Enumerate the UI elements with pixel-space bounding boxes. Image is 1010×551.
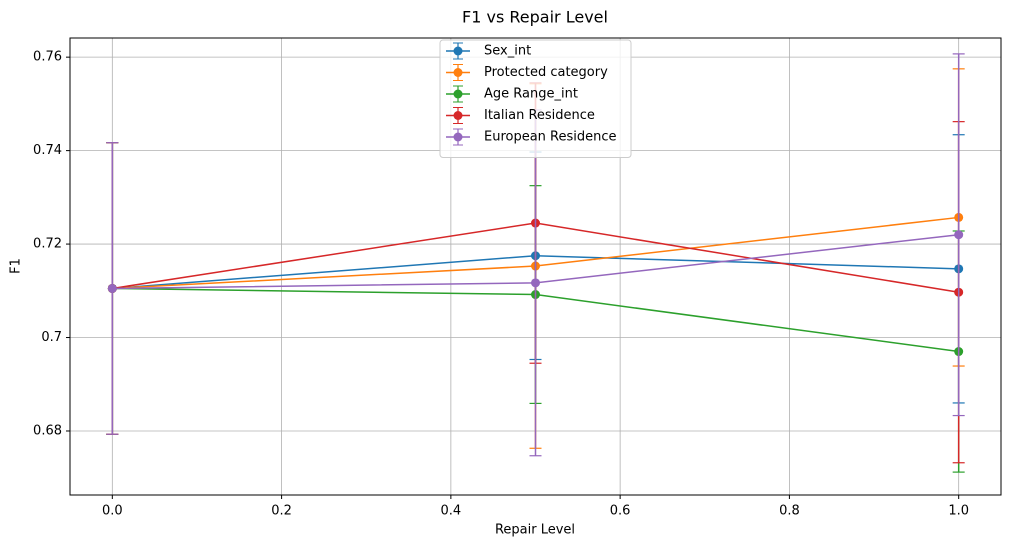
legend-label: Age Range_int — [484, 87, 578, 102]
legend-marker — [453, 132, 463, 142]
y-tick-label: 0.72 — [33, 237, 62, 252]
legend-box — [439, 39, 632, 158]
legend-label: Italian Residence — [484, 108, 595, 123]
x-tick-label: 0.8 — [779, 504, 800, 519]
plot-frame — [69, 37, 1002, 496]
x-tick-label: 0.6 — [610, 504, 631, 519]
legend-marker — [453, 89, 463, 99]
y-tick-label: 0.74 — [33, 143, 62, 158]
chart-title: F1 vs Repair Level — [462, 8, 608, 27]
y-tick-label: 0.76 — [33, 50, 62, 65]
data-point — [107, 283, 117, 293]
legend-marker — [453, 68, 463, 77]
y-axis-label: F1 — [9, 258, 24, 274]
x-tick-label: 0.4 — [441, 504, 462, 519]
x-tick-label: 1.0 — [948, 504, 969, 519]
y-tick-label: 0.7 — [41, 330, 62, 345]
x-tick-label: 0.0 — [102, 504, 123, 519]
y-tick-label: 0.68 — [33, 423, 62, 438]
legend-label: Protected category — [484, 65, 608, 80]
legend-label: Sex_int — [484, 44, 531, 59]
data-point — [531, 278, 540, 288]
data-point — [954, 230, 964, 240]
legend-marker — [453, 111, 463, 120]
x-axis-label: Repair Level — [495, 523, 575, 538]
legend-marker — [453, 46, 463, 56]
x-tick-label: 0.2 — [271, 504, 292, 519]
legend-label: European Residence — [484, 130, 617, 145]
